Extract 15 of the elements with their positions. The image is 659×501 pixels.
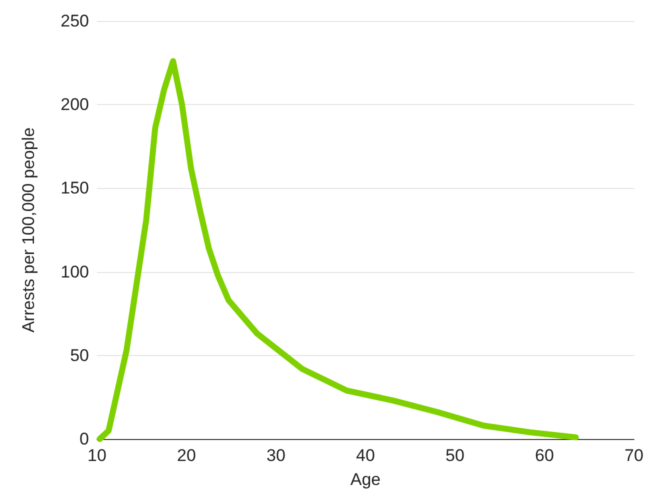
x-tick-label: 40: [356, 446, 375, 465]
y-axis-title: Arrests per 100,000 people: [19, 127, 38, 333]
y-tick-label: 150: [60, 178, 89, 198]
y-tick-label: 100: [60, 262, 89, 282]
x-tick-label: 50: [446, 446, 464, 465]
x-tick-label: 30: [266, 446, 286, 465]
y-tick-label: 50: [70, 346, 89, 365]
x-tick-label: 20: [177, 446, 196, 465]
x-axis-title: Age: [350, 470, 381, 489]
x-tick-label: 10: [88, 446, 106, 465]
y-tick-label: 250: [60, 12, 89, 30]
x-tick-label: 60: [535, 446, 554, 465]
y-tick-label: 200: [60, 95, 89, 114]
y-tick-label: 0: [80, 430, 89, 448]
x-tick-label: 70: [624, 446, 644, 465]
